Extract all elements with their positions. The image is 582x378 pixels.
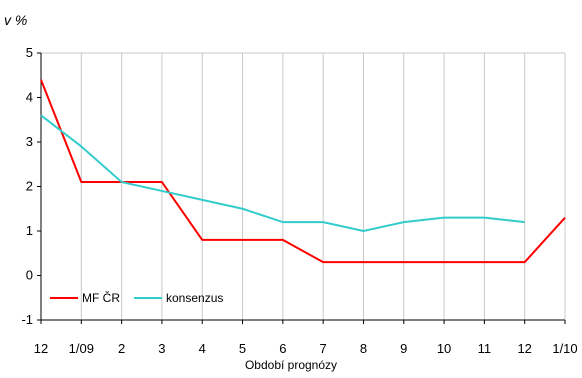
legend-item-mf: MF ČR xyxy=(50,291,120,305)
x-tick-label: 12 xyxy=(34,341,48,356)
x-tick-label: 12 xyxy=(517,341,531,356)
x-tick-label: 11 xyxy=(478,341,492,356)
grid xyxy=(40,52,566,320)
y-tick-labels: -1 0 1 2 3 4 5 xyxy=(21,45,33,327)
x-tick-label: 4 xyxy=(199,341,206,356)
x-tick-label: 6 xyxy=(279,341,286,356)
x-tick-label: 9 xyxy=(400,341,407,356)
series-line-konsenzus xyxy=(40,114,525,232)
x-axis-title: Období prognózy xyxy=(244,358,338,372)
legend-swatch-mf xyxy=(50,297,78,299)
series-lines xyxy=(40,79,566,264)
y-tick-label: 5 xyxy=(26,45,33,60)
legend-swatch-konsenzus xyxy=(134,297,162,299)
x-tick-labels: 12 1/09 2 3 4 5 6 7 8 9 10 11 12 1/10 xyxy=(34,341,578,356)
x-tick-label: 3 xyxy=(158,341,165,356)
x-tick-label: 2 xyxy=(118,341,125,356)
y-tick-label: -1 xyxy=(21,312,33,327)
legend-item-konsenzus: konsenzus xyxy=(134,291,223,305)
x-tick-label: 10 xyxy=(437,341,451,356)
x-tick-label: 5 xyxy=(239,341,246,356)
y-tick-label: 2 xyxy=(26,179,33,194)
y-tick-label: 1 xyxy=(26,223,33,238)
y-unit-label: v % xyxy=(4,12,28,28)
legend-label-konsenzus: konsenzus xyxy=(166,291,224,305)
x-tick-label: 1/09 xyxy=(69,341,94,356)
legend-label-mf: MF ČR xyxy=(82,291,120,305)
y-tick-label: 3 xyxy=(26,134,33,149)
y-tick-label: 4 xyxy=(26,90,33,105)
axes xyxy=(37,52,566,324)
series-line-mf-cr xyxy=(40,79,566,264)
y-tick-label: 0 xyxy=(26,268,33,283)
legend: MF ČR konsenzus xyxy=(50,291,231,305)
x-tick-label: 8 xyxy=(360,341,367,356)
x-tick-label: 7 xyxy=(320,341,327,356)
x-tick-label: 1/10 xyxy=(552,341,577,356)
